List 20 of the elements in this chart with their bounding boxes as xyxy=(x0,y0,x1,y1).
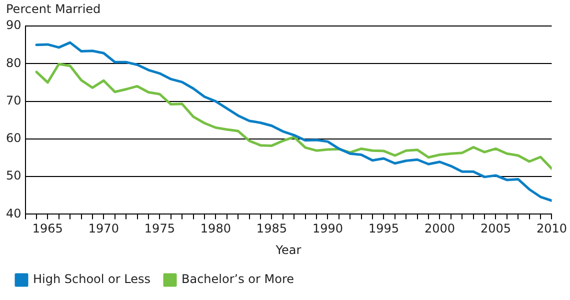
x-tick-label: 2010 xyxy=(536,222,568,236)
x-tick-label: 1965 xyxy=(32,222,63,236)
y-tick-label: 80 xyxy=(6,56,22,70)
y-tick-label: 70 xyxy=(6,93,22,108)
x-tick-label: 1970 xyxy=(88,222,119,236)
legend-label: High School or Less xyxy=(33,272,150,286)
y-tick-label: 90 xyxy=(6,18,22,32)
x-tick-label: 2005 xyxy=(480,222,511,236)
x-tick-label: 2000 xyxy=(424,222,455,236)
y-tick-label: 60 xyxy=(6,131,22,146)
x-axis-title: Year xyxy=(274,242,302,257)
legend-label: Bachelor’s or More xyxy=(182,272,294,286)
x-tick-label: 1980 xyxy=(200,222,231,236)
x-tick-label: 1975 xyxy=(144,222,175,236)
x-tick-label: 1995 xyxy=(368,222,399,236)
y-tick-label: 50 xyxy=(6,168,22,183)
x-tick-label: 1985 xyxy=(256,222,287,236)
x-tick-label: 1990 xyxy=(312,222,343,236)
y-tick-label: 40 xyxy=(6,206,22,220)
y-axis-title: Percent Married xyxy=(6,2,101,16)
